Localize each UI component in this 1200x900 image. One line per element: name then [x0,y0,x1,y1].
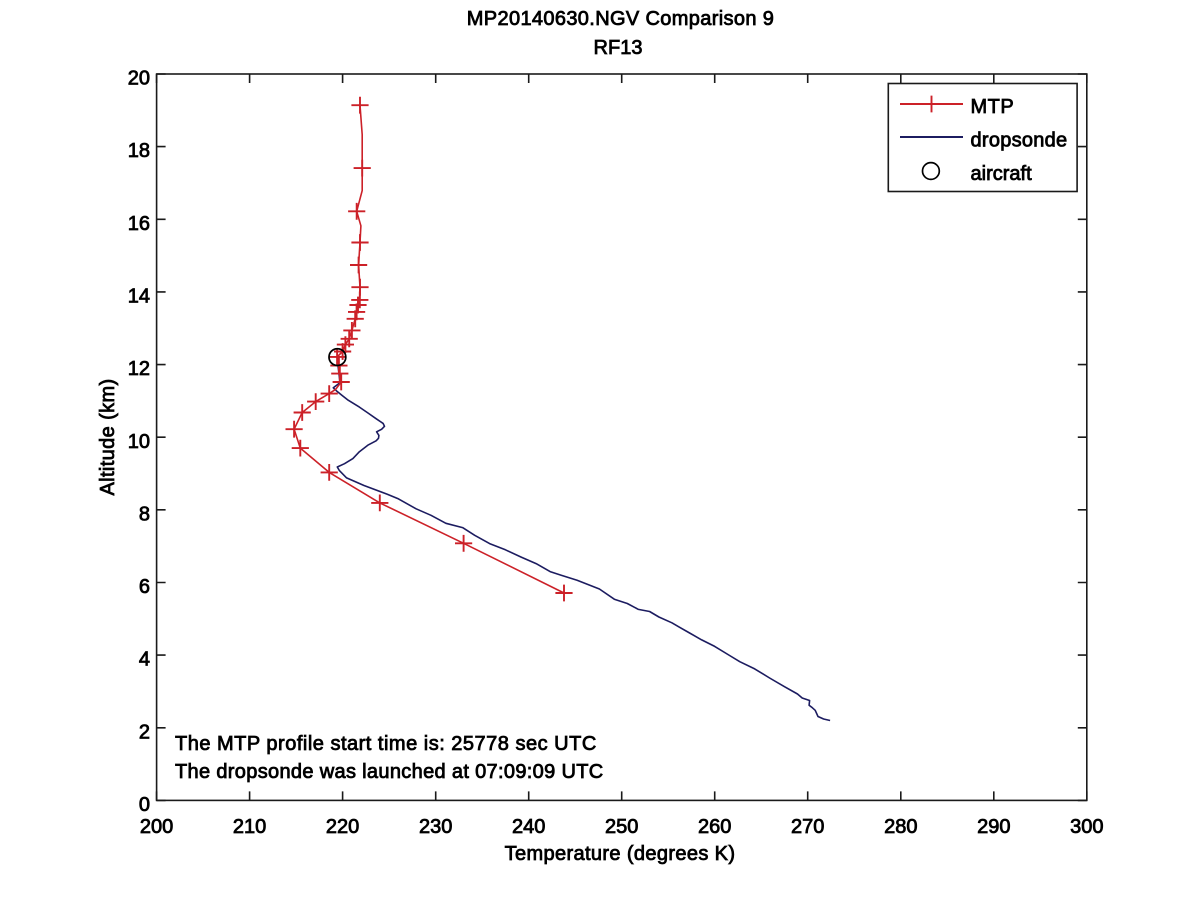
svg-text:MTP: MTP [971,96,1015,118]
svg-text:aircraft: aircraft [971,163,1033,185]
svg-text:dropsonde: dropsonde [971,130,1068,152]
svg-text:240: 240 [512,816,545,838]
svg-text:16: 16 [128,213,150,235]
svg-text:The MTP profile start time is:: The MTP profile start time is: 25778 sec… [175,733,597,755]
svg-text:4: 4 [139,649,150,671]
svg-text:200: 200 [140,816,173,838]
svg-text:10: 10 [128,431,150,453]
svg-text:280: 280 [884,816,917,838]
svg-text:250: 250 [605,816,638,838]
svg-text:2: 2 [139,721,150,743]
svg-text:300: 300 [1070,816,1103,838]
svg-text:8: 8 [139,503,150,525]
svg-text:210: 210 [233,816,266,838]
svg-text:The dropsonde was launched at: The dropsonde was launched at 07:09:09 U… [175,761,604,783]
svg-text:MP20140630.NGV Comparison 9: MP20140630.NGV Comparison 9 [467,8,774,30]
svg-text:RF13: RF13 [594,37,643,59]
svg-text:260: 260 [698,816,731,838]
svg-text:14: 14 [128,286,150,308]
svg-text:Altitude (km): Altitude (km) [97,378,119,495]
svg-text:6: 6 [139,576,150,598]
svg-text:290: 290 [977,816,1010,838]
svg-text:0: 0 [139,794,150,816]
svg-text:Temperature (degrees K): Temperature (degrees K) [505,843,736,865]
svg-text:18: 18 [128,140,150,162]
svg-text:20: 20 [128,68,150,90]
svg-text:12: 12 [128,358,150,380]
svg-text:220: 220 [326,816,359,838]
svg-text:270: 270 [791,816,824,838]
svg-text:230: 230 [419,816,452,838]
